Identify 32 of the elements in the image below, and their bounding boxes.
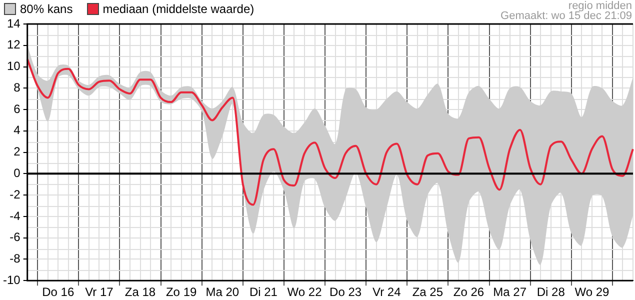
y-tick-label: 12: [6, 38, 21, 52]
x-tick-label: Vr 24: [372, 285, 402, 300]
y-tick-label: 0: [14, 166, 21, 180]
y-tick-label: 10: [6, 59, 21, 74]
y-tick-label: -8: [10, 252, 21, 266]
y-tick-label: 6: [14, 102, 21, 116]
text: regio midden: [567, 0, 632, 12]
x-tick-label: Zo 26: [453, 285, 484, 300]
x-tick-label: Za 25: [412, 285, 444, 300]
x-tick-label: Di 21: [249, 285, 278, 300]
legend-label: mediaan (middelste waarde): [102, 2, 254, 16]
x-tick-label: Wo 29: [574, 285, 610, 300]
y-tick-label: -4: [10, 208, 21, 223]
y-tick-label: -2: [10, 187, 21, 202]
y-tick-label: -10: [3, 272, 21, 287]
y-tick-label: 4: [14, 123, 21, 138]
x-tick-label: Ma 20: [206, 285, 240, 300]
y-tick-label: 14: [6, 16, 21, 30]
line-series: [26, 58, 634, 206]
x-tick-label: Za 18: [124, 285, 156, 300]
x-tick-label: Do 16: [42, 285, 74, 300]
y-tick-label: 8: [14, 80, 21, 94]
y-tick-label: 2: [14, 144, 21, 159]
x-tick-label: Di 28: [536, 285, 566, 300]
x-tick-label: Do 23: [330, 285, 362, 300]
y-tick-label: -6: [10, 230, 21, 244]
x-tick-label: Ma 27: [493, 285, 527, 300]
x-tick-label: Vr 17: [85, 285, 114, 300]
text: Gemaakt: wo 15 dec 21:09: [500, 10, 632, 22]
text: 80% kans: [20, 2, 73, 16]
x-tick-label: Zo 19: [166, 285, 197, 300]
x-tick-label: Wo 22: [287, 285, 322, 300]
